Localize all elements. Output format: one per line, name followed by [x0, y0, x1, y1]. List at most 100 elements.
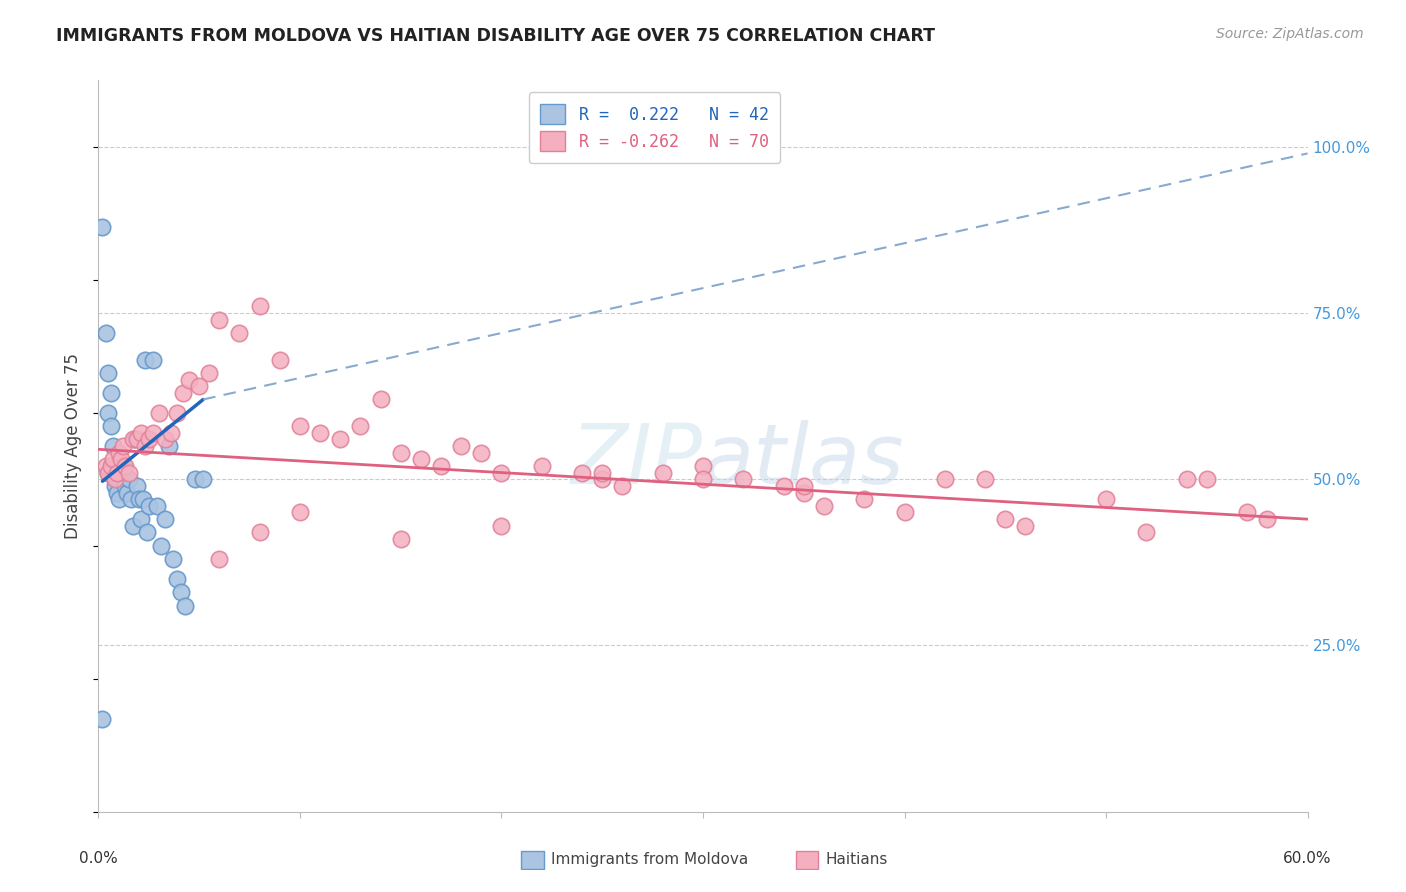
Point — [188, 379, 211, 393]
Point — [612, 479, 634, 493]
Point — [208, 552, 231, 566]
Point — [121, 433, 143, 447]
Point — [269, 352, 291, 367]
Point — [172, 385, 194, 400]
Point — [132, 492, 155, 507]
Point — [309, 425, 332, 440]
Legend: R =  0.222   N = 42, R = -0.262   N = 70: R = 0.222 N = 42, R = -0.262 N = 70 — [529, 92, 780, 163]
Text: Source: ZipAtlas.com: Source: ZipAtlas.com — [1216, 27, 1364, 41]
Point — [114, 458, 136, 473]
Point — [125, 479, 148, 493]
Point — [166, 572, 188, 586]
Point — [118, 466, 141, 480]
Point — [101, 458, 124, 473]
Point — [97, 466, 120, 480]
Point — [107, 458, 129, 473]
Point — [329, 433, 352, 447]
Point — [153, 512, 176, 526]
Point — [125, 433, 148, 447]
Point — [128, 492, 150, 507]
Point — [160, 425, 183, 440]
Point — [101, 439, 124, 453]
Point — [208, 312, 231, 326]
Point — [157, 439, 180, 453]
Point — [409, 452, 432, 467]
Point — [813, 499, 835, 513]
Point — [96, 458, 118, 473]
Point — [96, 326, 118, 340]
Point — [772, 479, 794, 493]
Point — [349, 419, 371, 434]
Point — [228, 326, 250, 340]
Point — [138, 433, 160, 447]
Point — [591, 472, 613, 486]
Point — [97, 366, 120, 380]
Point — [105, 485, 128, 500]
Point — [370, 392, 392, 407]
Point — [934, 472, 956, 486]
Point — [853, 492, 876, 507]
Point — [103, 479, 125, 493]
Point — [1236, 506, 1258, 520]
Point — [142, 352, 165, 367]
Point — [100, 419, 122, 434]
Point — [974, 472, 997, 486]
Point — [1135, 525, 1157, 540]
Point — [793, 485, 815, 500]
Point — [288, 419, 311, 434]
Point — [103, 466, 125, 480]
Text: atlas: atlas — [703, 420, 904, 501]
Point — [101, 452, 124, 467]
Point — [591, 466, 613, 480]
Text: 60.0%: 60.0% — [1284, 851, 1331, 865]
Point — [1175, 472, 1198, 486]
Point — [793, 479, 815, 493]
Point — [138, 499, 160, 513]
Point — [149, 539, 172, 553]
Point — [692, 472, 714, 486]
Point — [97, 466, 120, 480]
Point — [170, 585, 193, 599]
Point — [105, 466, 128, 480]
Point — [491, 466, 513, 480]
Point — [174, 599, 197, 613]
Point — [100, 385, 122, 400]
Point — [135, 525, 157, 540]
Point — [733, 472, 755, 486]
Point — [994, 512, 1017, 526]
Point — [692, 458, 714, 473]
Point — [107, 445, 129, 459]
Point — [110, 466, 132, 480]
Point — [115, 485, 138, 500]
Point — [91, 712, 114, 726]
Point — [184, 472, 207, 486]
Point — [491, 518, 513, 533]
Point — [288, 506, 311, 520]
Point — [134, 352, 156, 367]
Point — [142, 425, 165, 440]
Point — [430, 458, 453, 473]
Point — [129, 512, 152, 526]
Point — [100, 458, 122, 473]
Point — [893, 506, 915, 520]
Text: ZIP: ZIP — [571, 420, 703, 501]
Point — [1095, 492, 1118, 507]
Point — [153, 433, 176, 447]
Point — [1256, 512, 1278, 526]
Point — [389, 445, 412, 459]
Point — [249, 299, 271, 313]
Point — [134, 439, 156, 453]
Point — [105, 472, 128, 486]
Point — [97, 406, 120, 420]
Point — [651, 466, 673, 480]
Point — [179, 372, 201, 386]
Point — [121, 518, 143, 533]
Point — [198, 366, 221, 380]
Point — [146, 499, 169, 513]
Point — [148, 406, 170, 420]
Point — [120, 492, 142, 507]
Point — [129, 425, 152, 440]
Y-axis label: Disability Age Over 75: Disability Age Over 75 — [65, 353, 83, 539]
Point — [91, 219, 114, 234]
Point — [118, 472, 141, 486]
